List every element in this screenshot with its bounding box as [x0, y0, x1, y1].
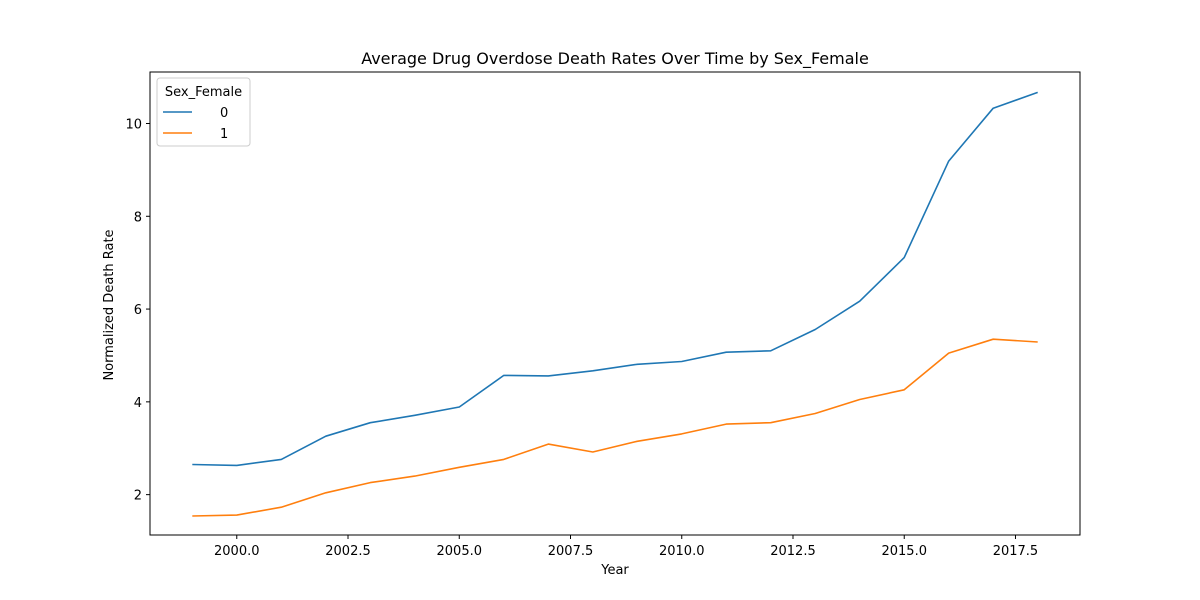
y-tick-label: 6	[134, 303, 142, 318]
y-axis: 2 4 6 8 10	[125, 117, 150, 504]
y-tick-label: 10	[125, 117, 142, 132]
y-tick-label: 8	[134, 210, 142, 225]
series-line-1	[192, 338, 1038, 517]
x-tick-label: 2007.5	[548, 544, 594, 559]
x-tick-label: 2002.5	[325, 544, 371, 559]
legend-label-1: 1	[220, 127, 228, 142]
legend-box	[156, 77, 251, 147]
legend-label-0: 0	[220, 106, 228, 121]
series-line-0	[192, 91, 1038, 467]
plot-frame	[149, 71, 1081, 536]
legend-title: Sex_Female	[165, 85, 242, 100]
legend: Sex_Female 01	[156, 77, 251, 147]
x-tick-label: 2010.0	[659, 544, 705, 559]
y-axis-label: Normalized Death Rate	[102, 229, 117, 380]
x-tick-label: 2015.0	[881, 544, 927, 559]
x-tick-label: 2017.5	[993, 544, 1039, 559]
plot-area	[192, 91, 1038, 517]
x-tick-label: 2000.0	[214, 544, 260, 559]
x-tick-label: 2005.0	[437, 544, 483, 559]
x-axis-label: Year	[600, 563, 629, 578]
y-tick-label: 2	[134, 489, 142, 504]
legend-entries: 01	[163, 106, 228, 142]
x-tick-label: 2012.5	[770, 544, 816, 559]
y-tick-label: 4	[134, 396, 142, 411]
x-axis: 2000.0 2002.5 2005.0 2007.5 2010.0 2012.5 2015…	[214, 535, 1038, 559]
chart-title: Average Drug Overdose Death Rates Over T…	[361, 49, 869, 69]
